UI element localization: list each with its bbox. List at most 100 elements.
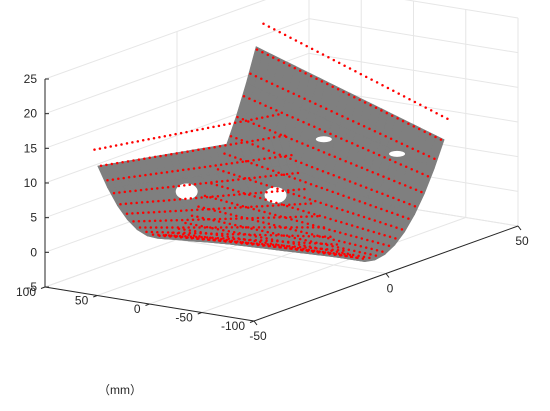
data-point	[357, 214, 360, 217]
data-point	[255, 117, 259, 120]
data-point	[388, 158, 392, 162]
data-point	[215, 183, 219, 187]
data-point	[275, 201, 278, 205]
data-point	[280, 111, 284, 114]
x-tick-mark	[93, 295, 98, 298]
data-point	[240, 139, 244, 142]
data-point	[354, 70, 357, 73]
z-tick-label: -5	[26, 280, 37, 294]
data-point	[239, 206, 242, 209]
data-point	[136, 211, 140, 215]
data-point	[284, 216, 288, 220]
data-point	[400, 228, 404, 231]
data-point	[382, 175, 385, 178]
data-point	[279, 133, 282, 136]
data-point	[157, 199, 160, 203]
data-point	[304, 202, 307, 206]
data-point	[274, 213, 277, 217]
data-point	[281, 87, 285, 91]
data-point	[148, 156, 151, 160]
data-point	[200, 235, 203, 239]
data-point	[267, 149, 271, 152]
data-point	[131, 141, 134, 144]
data-point	[264, 175, 267, 178]
z-tick-label: 15	[24, 141, 38, 155]
data-point	[282, 173, 286, 176]
data-point	[321, 169, 325, 173]
data-point	[147, 138, 150, 141]
data-point	[191, 236, 195, 240]
data-point	[172, 185, 175, 188]
data-point	[265, 80, 268, 83]
data-point	[272, 223, 276, 227]
data-point	[282, 61, 286, 65]
data-point	[316, 50, 319, 53]
data-point	[419, 103, 422, 107]
data-point	[180, 218, 184, 222]
data-point	[400, 142, 404, 146]
data-point	[174, 132, 177, 136]
data-point	[132, 220, 135, 223]
data-point	[305, 231, 308, 235]
data-point	[203, 235, 207, 239]
data-point	[334, 252, 338, 256]
data-point	[232, 173, 236, 176]
data-point	[182, 232, 185, 236]
data-point	[184, 221, 187, 225]
data-point	[265, 239, 268, 242]
data-point	[304, 246, 307, 249]
data-point	[163, 210, 167, 213]
data-point	[310, 165, 314, 169]
data-point	[208, 238, 211, 241]
data-point	[232, 193, 236, 197]
data-point	[315, 241, 318, 244]
data-point	[355, 164, 358, 167]
data-point	[434, 135, 437, 139]
data-point	[367, 229, 370, 232]
data-point	[253, 195, 256, 198]
data-point	[327, 56, 330, 59]
data-point	[392, 89, 395, 93]
data-point	[396, 213, 399, 217]
data-point	[288, 64, 291, 67]
data-point	[225, 162, 228, 166]
data-point	[196, 128, 199, 132]
data-point	[214, 197, 218, 201]
data-point	[211, 226, 214, 230]
y-tick-label: 0	[387, 282, 394, 296]
data-point	[281, 240, 285, 243]
x-tick-mark	[40, 286, 46, 289]
data-point	[309, 74, 313, 78]
data-point	[224, 211, 227, 215]
data-point	[341, 115, 344, 118]
data-point	[280, 203, 284, 206]
data-point	[146, 200, 149, 204]
data-point	[226, 235, 229, 238]
data-point	[306, 144, 310, 147]
data-point	[193, 230, 197, 233]
data-point	[165, 226, 169, 229]
data-point	[262, 22, 265, 26]
data-point	[262, 147, 265, 150]
data-point	[298, 237, 302, 241]
data-point	[230, 201, 234, 205]
data-point	[280, 244, 284, 247]
data-point	[382, 243, 385, 246]
data-point	[342, 247, 345, 250]
data-point	[298, 69, 302, 73]
data-point	[196, 215, 199, 219]
data-point	[345, 222, 348, 226]
data-point	[111, 178, 115, 181]
data-point	[145, 188, 148, 191]
data-point	[415, 170, 419, 173]
data-point	[372, 230, 376, 234]
data-point	[242, 191, 246, 195]
data-point	[361, 227, 365, 230]
data-point	[162, 199, 166, 202]
surface-hole	[175, 183, 198, 200]
data-point	[273, 156, 277, 159]
data-point	[215, 180, 219, 184]
data-point	[143, 219, 146, 223]
data-point	[333, 229, 337, 233]
data-point	[175, 234, 179, 238]
